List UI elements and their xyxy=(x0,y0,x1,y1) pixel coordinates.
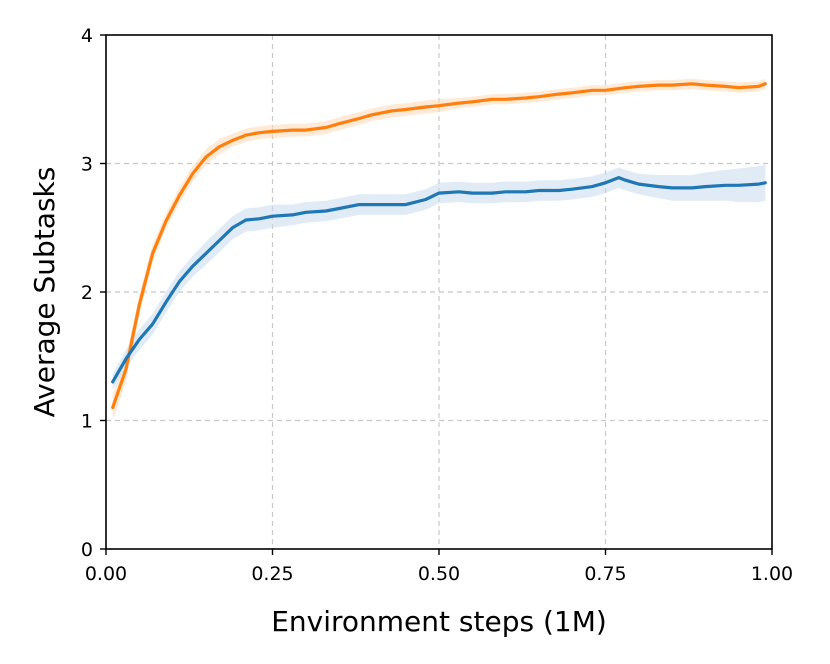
x-tick-label: 0.25 xyxy=(251,563,293,585)
y-tick-label: 4 xyxy=(81,25,93,47)
confidence-bands xyxy=(112,78,766,421)
x-tick-label: 1.00 xyxy=(751,563,793,585)
x-axis-label: Environment steps (1M) xyxy=(271,605,607,638)
y-tick-label: 1 xyxy=(81,411,93,433)
x-tick-label: 0.50 xyxy=(418,563,460,585)
y-axis-label: Average Subtasks xyxy=(28,167,61,418)
x-tick-label: 0.75 xyxy=(584,563,626,585)
series-lines xyxy=(111,82,767,410)
x-tick-label: 0.00 xyxy=(85,563,127,585)
series-1-band xyxy=(112,164,766,390)
series-0-line xyxy=(111,82,767,410)
y-tick-label: 3 xyxy=(81,154,93,176)
series-1-line xyxy=(111,176,767,384)
y-tick-label: 2 xyxy=(81,282,93,304)
axes: 0.00 0.25 0.50 0.75 1.00 0 1 2 3 4 xyxy=(81,25,793,585)
grid xyxy=(106,35,772,549)
y-tick-label: 0 xyxy=(81,539,93,561)
